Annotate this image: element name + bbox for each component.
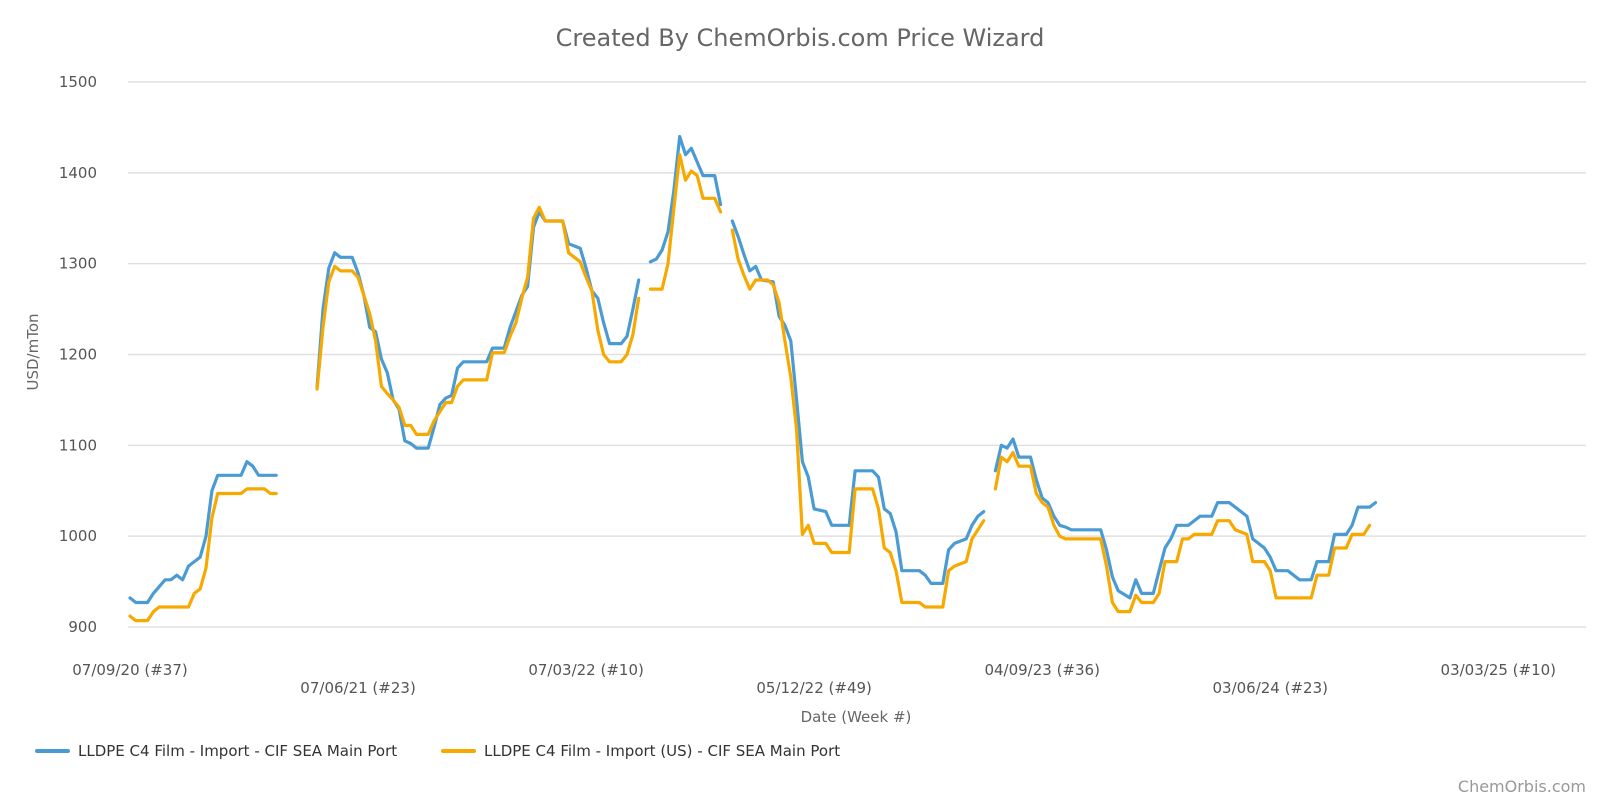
x-tick-label: 07/03/22 (#10): [528, 661, 644, 679]
chart-title: Created By ChemOrbis.com Price Wizard: [556, 24, 1045, 52]
series-line-segment: [993, 437, 1378, 600]
gridlines: [128, 81, 1586, 628]
y-tick-label: 1500: [59, 73, 97, 91]
series-line-segment: [648, 134, 723, 264]
y-tick-label: 1200: [59, 346, 97, 364]
legend-item-series1[interactable]: LLDPE C4 Film - Import - CIF SEA Main Po…: [35, 742, 397, 760]
legend-item-series2[interactable]: LLDPE C4 Film - Import (US) - CIF SEA Ma…: [441, 742, 840, 760]
x-tick-label: 05/12/22 (#49): [756, 679, 872, 697]
series-1: [128, 134, 1378, 605]
legend-label-series1: LLDPE C4 Film - Import - CIF SEA Main Po…: [78, 742, 397, 760]
y-tick-label: 1100: [59, 436, 97, 454]
x-tick-label: 03/06/24 (#23): [1212, 679, 1328, 697]
x-axis-ticks: 07/09/20 (#37) 07/06/21 (#23) 07/03/22 (#1…: [72, 661, 1556, 697]
series-line-segment: [315, 210, 641, 450]
legend-label-series2: LLDPE C4 Film - Import (US) - CIF SEA Ma…: [484, 742, 840, 760]
chart-credit[interactable]: ChemOrbis.com: [1458, 777, 1586, 796]
series-2: [128, 153, 1372, 623]
x-tick-label: 07/09/20 (#37): [72, 661, 188, 679]
legend: LLDPE C4 Film - Import - CIF SEA Main Po…: [35, 742, 840, 760]
y-tick-label: 1300: [59, 255, 97, 273]
y-tick-label: 1400: [59, 164, 97, 182]
series-line-segment: [315, 205, 641, 436]
x-axis-title: Date (Week #): [801, 708, 912, 726]
y-tick-label: 1000: [59, 527, 97, 545]
series-line-segment: [128, 487, 278, 623]
x-tick-label: 03/03/25 (#10): [1441, 661, 1557, 679]
series-line-segment: [993, 451, 1372, 614]
x-tick-label: 04/09/23 (#36): [984, 661, 1100, 679]
x-tick-label: 07/06/21 (#23): [300, 679, 416, 697]
series-line-segment: [730, 219, 986, 586]
series-line-segment: [730, 228, 986, 609]
series-lines: [128, 134, 1378, 623]
y-axis-title: USD/mTon: [24, 313, 42, 390]
y-axis-ticks: 900 1000 1100 1200 1300 1400 1500: [59, 73, 97, 636]
y-tick-label: 900: [68, 618, 97, 636]
series-line-segment: [128, 460, 278, 605]
series-line-segment: [648, 153, 723, 291]
